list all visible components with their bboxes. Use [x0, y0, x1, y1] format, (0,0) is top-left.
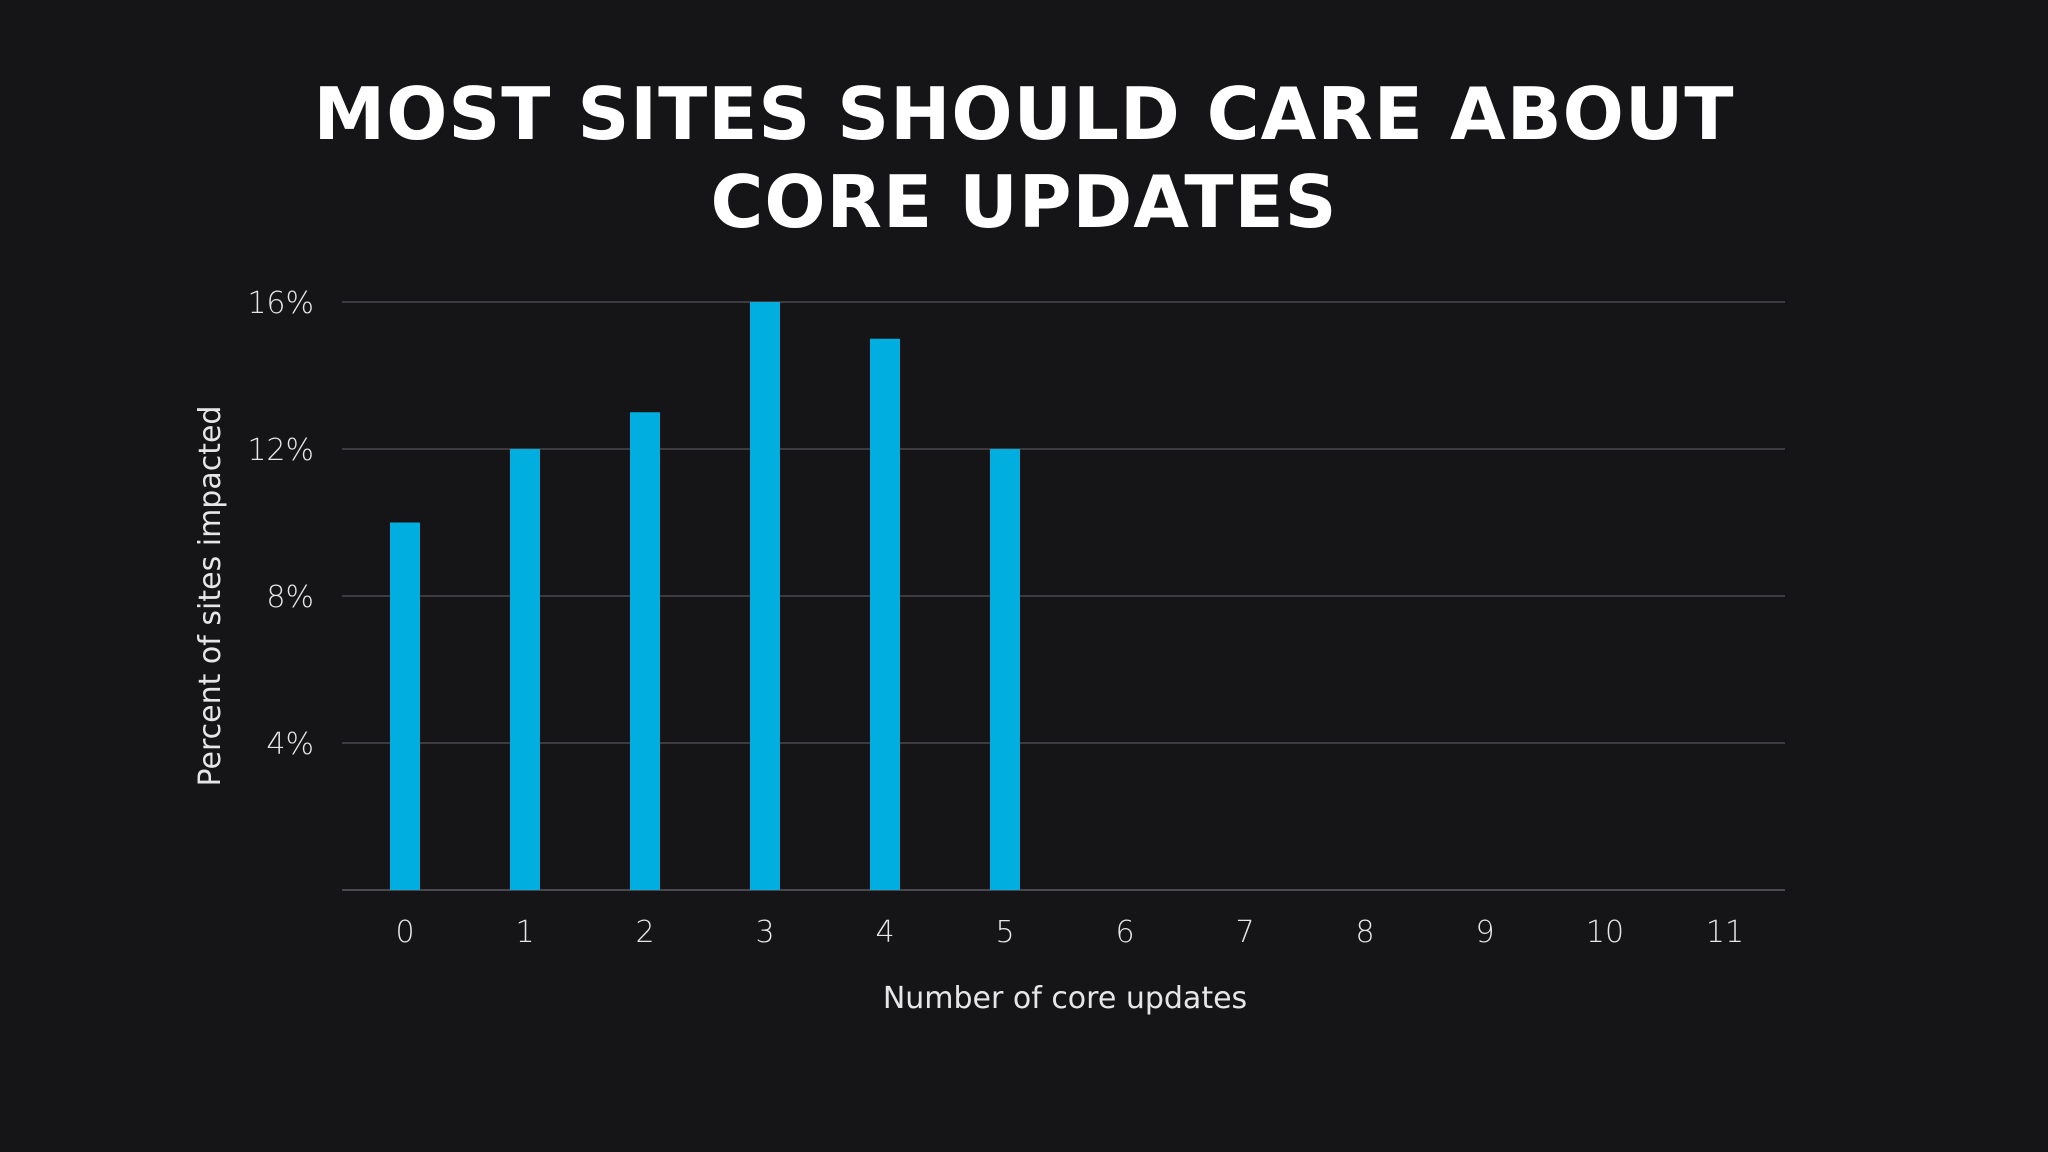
x-tick-label: 3: [755, 915, 774, 950]
y-axis-ticks: 4% 8% 12% 16%: [247, 286, 314, 762]
bar-4: [870, 339, 900, 890]
x-tick-label: 0: [395, 915, 414, 950]
x-tick-label: 11: [1706, 915, 1744, 950]
y-tick-label: 4%: [266, 727, 314, 762]
x-tick-label: 8: [1355, 915, 1374, 950]
x-tick-label: 4: [875, 915, 894, 950]
bar-5: [990, 449, 1020, 890]
x-axis-label: Number of core updates: [883, 981, 1247, 1016]
x-tick-label: 6: [1115, 915, 1134, 950]
x-tick-label: 5: [995, 915, 1014, 950]
y-tick-label: 8%: [266, 580, 314, 615]
y-tick-label: 16%: [247, 286, 314, 321]
gridlines: [342, 302, 1785, 890]
x-tick-label: 1: [515, 915, 534, 950]
x-tick-label: 7: [1235, 915, 1254, 950]
x-tick-label: 10: [1586, 915, 1624, 950]
x-axis-ticks: 0 1 2 3 4 5 6 7 8 9 10 11: [395, 915, 1744, 950]
bar-1: [510, 449, 540, 890]
y-tick-label: 12%: [247, 433, 314, 468]
x-tick-label: 2: [635, 915, 654, 950]
y-axis-label: Percent of sites impacted: [193, 406, 228, 787]
bar-2: [630, 412, 660, 890]
x-tick-label: 9: [1475, 915, 1494, 950]
bar-3: [750, 302, 780, 890]
bar-0: [390, 523, 420, 891]
